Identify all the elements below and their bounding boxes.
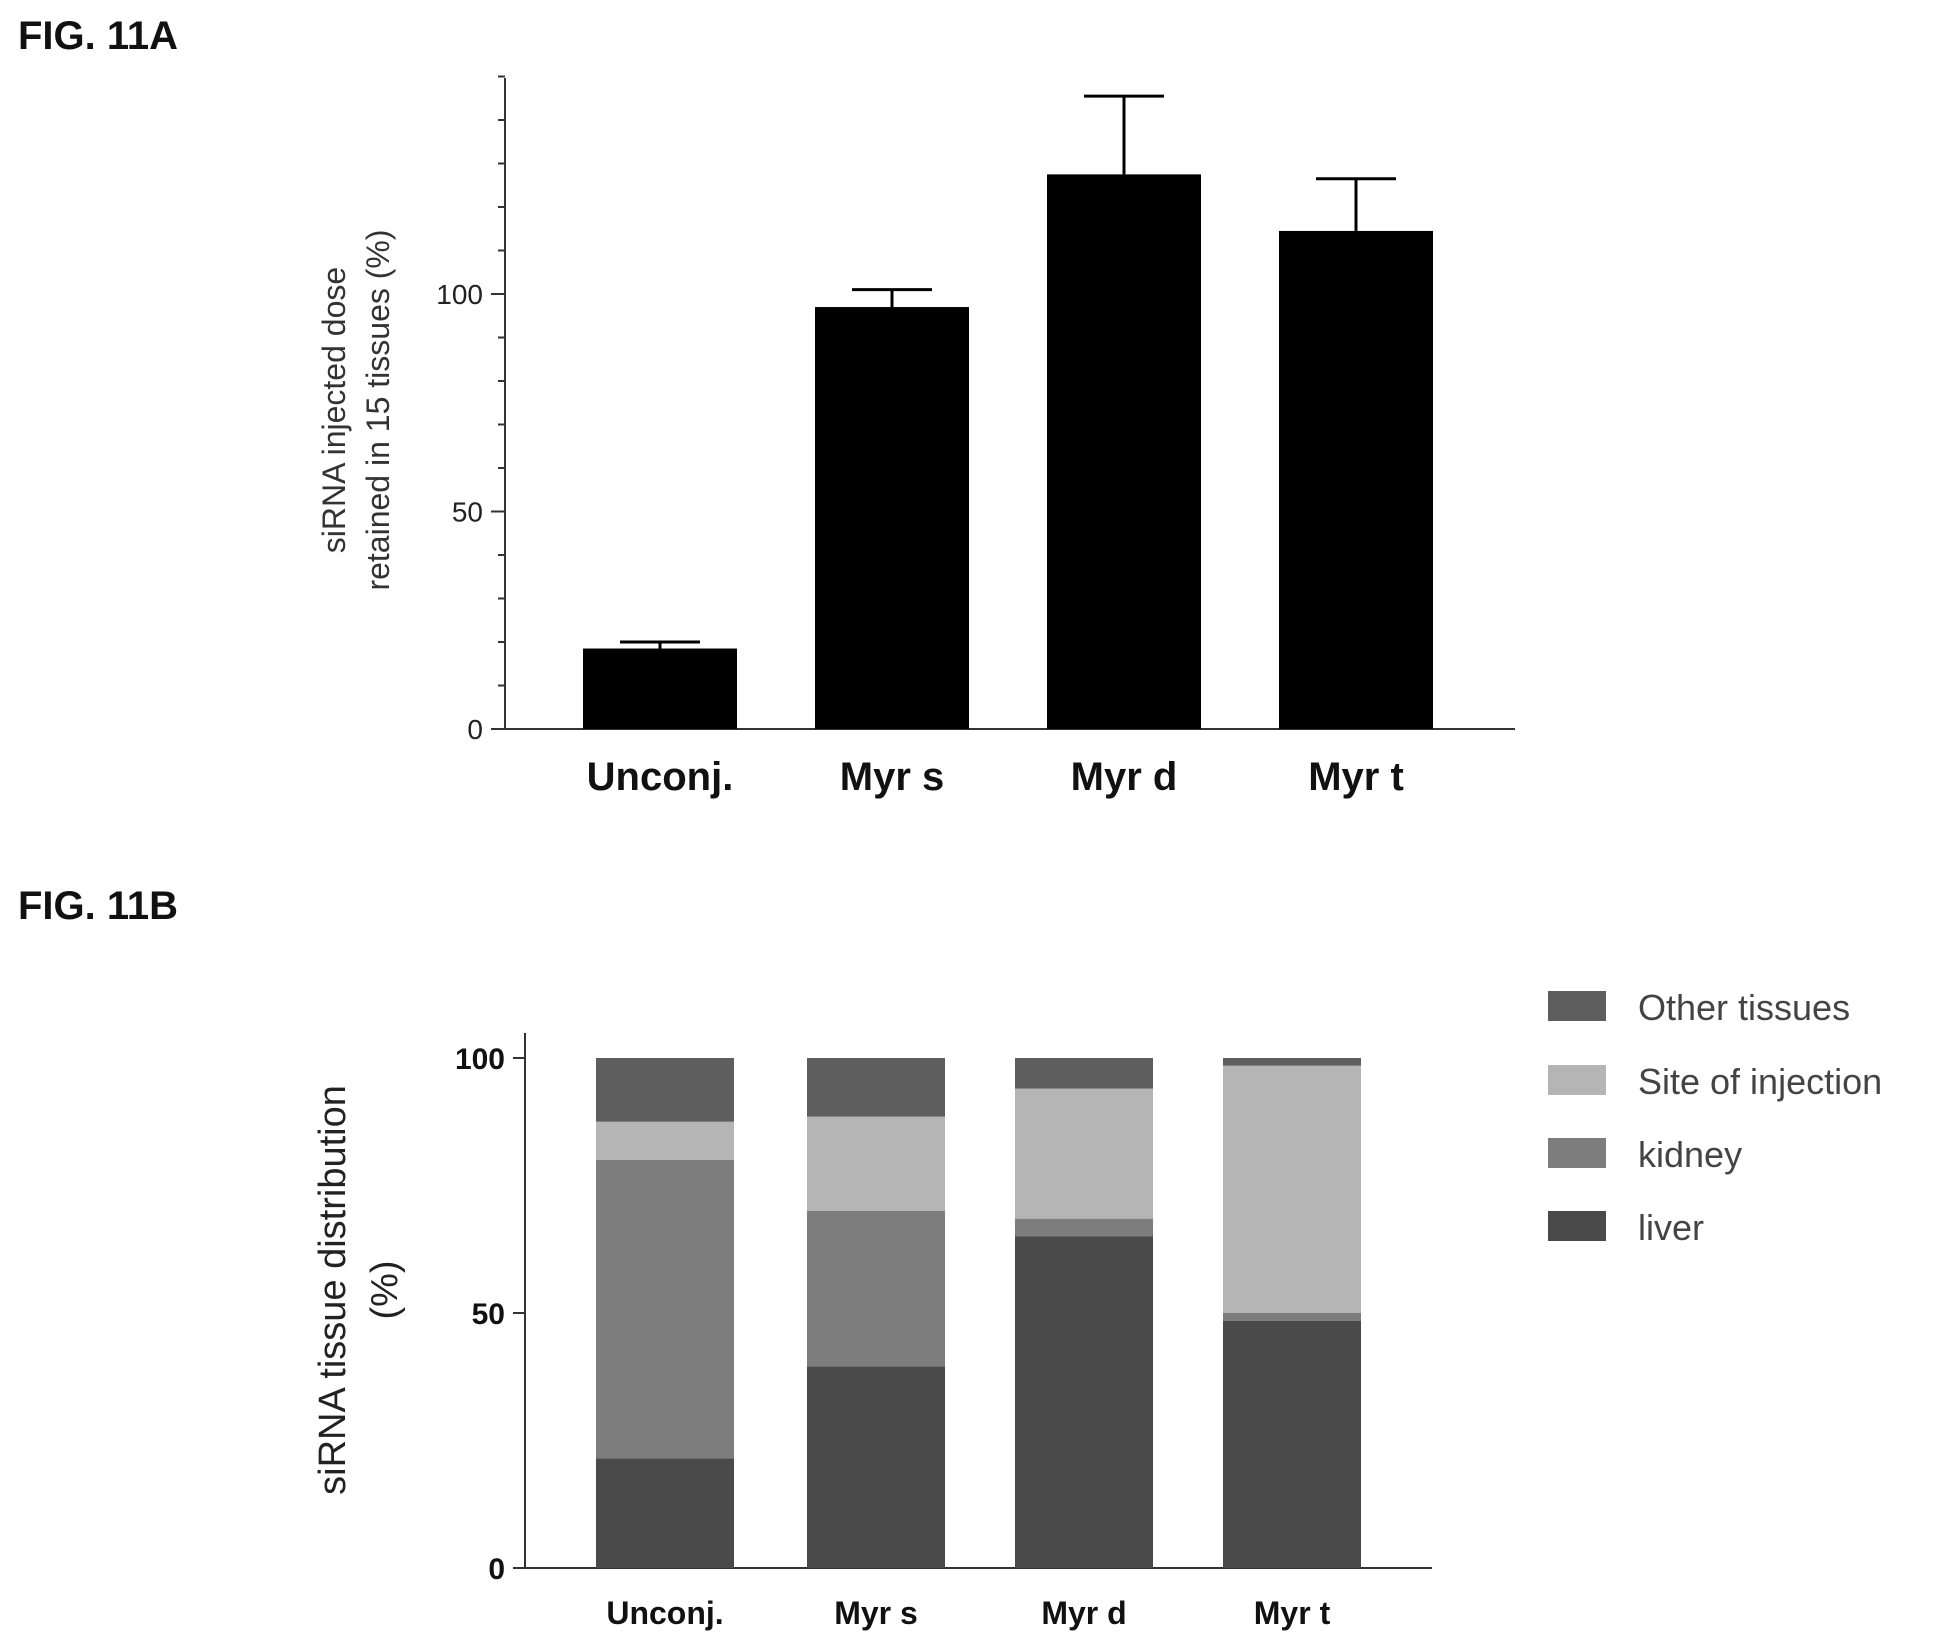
legend-label: kidney bbox=[1638, 1134, 1742, 1175]
y-tick-label: 0 bbox=[467, 714, 483, 745]
y-tick-label: 0 bbox=[488, 1553, 505, 1586]
x-tick-label: Myr t bbox=[1308, 755, 1404, 799]
bar-segment bbox=[807, 1116, 945, 1211]
bar-segment bbox=[807, 1058, 945, 1117]
legend-label: Site of injection bbox=[1638, 1061, 1882, 1102]
bar-segment bbox=[1015, 1088, 1153, 1219]
x-tick-label: Myr t bbox=[1254, 1595, 1331, 1631]
x-tick-label: Myr d bbox=[1071, 755, 1178, 799]
y-axis-title-line: siRNA tissue distribution bbox=[312, 1085, 354, 1495]
y-axis-title: siRNA injected dose retained in 15 tissue… bbox=[316, 229, 396, 590]
y-tick-label: 50 bbox=[472, 1298, 505, 1331]
bar-segment bbox=[596, 1458, 734, 1568]
bar-segment bbox=[1015, 1058, 1153, 1089]
bar-segment bbox=[1015, 1218, 1153, 1237]
chart-a: 0 50 100 Unconj. Myr s Myr d Myr t siRNA inject… bbox=[316, 75, 1515, 799]
y-axis-title-line: (%) bbox=[364, 1260, 406, 1319]
bar-segment bbox=[596, 1160, 734, 1459]
bar-segment bbox=[807, 1211, 945, 1367]
x-tick-label: Unconj. bbox=[606, 1595, 723, 1631]
figure-a-label: FIG. 11A bbox=[18, 14, 179, 58]
bar-segment bbox=[1223, 1065, 1361, 1313]
bar-segment bbox=[1223, 1058, 1361, 1066]
bar bbox=[815, 307, 969, 729]
legend-label: Other tissues bbox=[1638, 987, 1850, 1028]
legend-label: liver bbox=[1638, 1207, 1704, 1248]
legend-swatch bbox=[1548, 1065, 1606, 1095]
bar bbox=[1279, 230, 1433, 730]
bar-segment bbox=[1223, 1313, 1361, 1321]
bar bbox=[583, 648, 737, 729]
figure-b-label: FIG. 11B bbox=[18, 884, 179, 928]
bar-segment bbox=[596, 1058, 734, 1122]
legend-swatch bbox=[1548, 1211, 1606, 1241]
bar-segment bbox=[1015, 1236, 1153, 1568]
x-tick-label: Unconj. bbox=[587, 755, 734, 799]
x-tick-label: Myr s bbox=[840, 755, 945, 799]
legend-swatch bbox=[1548, 1138, 1606, 1168]
y-tick-label: 50 bbox=[452, 497, 483, 528]
x-tick-label: Myr d bbox=[1041, 1595, 1126, 1631]
x-tick-label: Myr s bbox=[834, 1595, 918, 1631]
y-tick-label: 100 bbox=[436, 279, 483, 310]
bar-segment bbox=[807, 1366, 945, 1568]
bar-segment bbox=[596, 1121, 734, 1160]
y-axis-title-line: retained in 15 tissues (%) bbox=[360, 229, 396, 590]
y-tick-label: 100 bbox=[455, 1043, 505, 1076]
legend-swatch bbox=[1548, 991, 1606, 1021]
y-axis-title-line: siRNA injected dose bbox=[316, 267, 352, 553]
y-axis-title: siRNA tissue distribution (%) bbox=[312, 1085, 406, 1495]
bar-segment bbox=[1223, 1320, 1361, 1568]
bar bbox=[1047, 174, 1201, 729]
